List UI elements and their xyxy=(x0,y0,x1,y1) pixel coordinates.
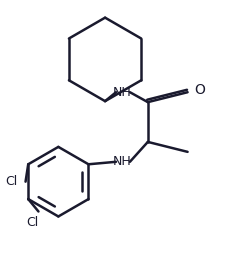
Text: O: O xyxy=(194,83,205,97)
Text: Cl: Cl xyxy=(5,175,18,188)
Text: Cl: Cl xyxy=(26,216,39,229)
Text: NH: NH xyxy=(113,86,131,99)
Text: NH: NH xyxy=(113,155,131,168)
